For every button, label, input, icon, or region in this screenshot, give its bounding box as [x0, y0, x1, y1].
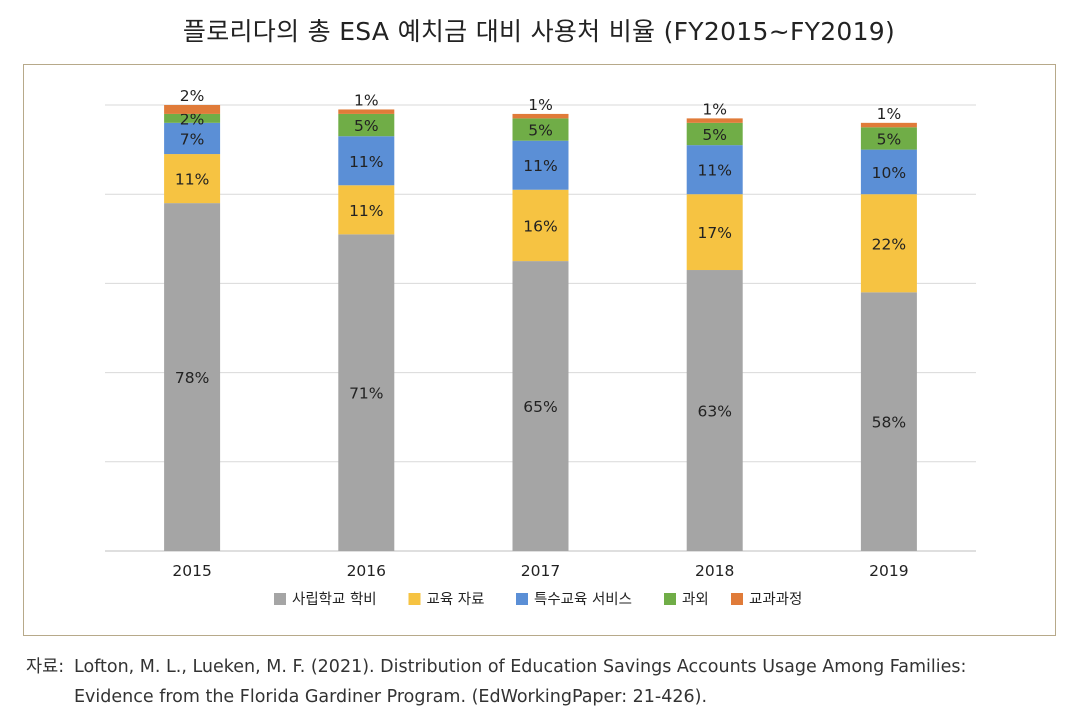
data-label: 16% [523, 217, 557, 235]
data-label: 7% [180, 130, 205, 148]
data-label: 63% [697, 403, 731, 421]
data-label: 65% [523, 398, 557, 416]
bar-segment [338, 185, 395, 235]
bar-segment [164, 105, 221, 114]
bar-segment [860, 292, 917, 551]
x-tick-label: 2016 [347, 562, 386, 580]
x-tick-label: 2018 [695, 562, 734, 580]
data-label: 5% [877, 130, 902, 148]
data-label: 71% [349, 385, 383, 403]
x-tick-label: 2017 [521, 562, 560, 580]
bar-segment [338, 109, 395, 114]
data-label: 1% [702, 100, 727, 118]
bar-segment [686, 194, 743, 271]
data-label: 1% [528, 96, 553, 114]
data-label: 2% [180, 110, 205, 128]
bar-segment [512, 140, 569, 190]
bar-segment [164, 122, 221, 155]
bar-segment [860, 194, 917, 293]
chart-title: 플로리다의 총 ESA 예치금 대비 사용처 비율 (FY2015~FY2019… [182, 17, 896, 46]
data-label: 17% [697, 224, 731, 242]
data-label: 1% [877, 105, 902, 123]
bar-segment [338, 113, 395, 137]
bar-segment [686, 122, 743, 146]
data-label: 11% [349, 153, 383, 171]
legend-swatch [664, 593, 676, 605]
stacked-bar-chart: 78% 11% 7% 2% 2% 2015 71% 11% 11% 5% 1% 2016 65% 16% 1… [105, 87, 976, 608]
data-label: 2% [180, 87, 205, 105]
data-label: 5% [702, 126, 727, 144]
data-label: 11% [697, 162, 731, 180]
bar-segment [338, 234, 395, 551]
data-label: 11% [349, 202, 383, 220]
legend-label: 특수교육 서비스 [534, 591, 632, 608]
data-label: 5% [354, 117, 379, 135]
bar-segment [512, 118, 569, 141]
source-label: 자료: [26, 657, 65, 677]
source-text-line1: Lofton, M. L., Lueken, M. F. (2021). Dis… [74, 657, 967, 677]
data-label: 5% [528, 122, 553, 140]
source-text-line2: Evidence from the Florida Gardiner Progr… [74, 687, 708, 707]
legend-label: 과외 [682, 591, 709, 608]
bar-segment [338, 136, 395, 186]
data-label: 58% [872, 414, 906, 432]
data-label: 78% [175, 369, 209, 387]
bar-segment [512, 189, 569, 262]
bar-segment [512, 113, 569, 119]
data-label: 11% [523, 157, 557, 175]
bar-segment [686, 145, 743, 195]
legend-swatch [731, 593, 743, 605]
bar-segment [686, 270, 743, 551]
legend-swatch [516, 593, 528, 605]
bar-segment [164, 154, 221, 204]
bar-segment [686, 118, 743, 123]
chart-frame: 78% 11% 7% 2% 2% 2015 71% 11% 11% 5% 1% 2016 65% 16% 1… [23, 64, 1056, 636]
data-label: 10% [872, 164, 906, 182]
legend-label: 사립학교 학비 [292, 591, 377, 608]
data-label: 22% [872, 235, 906, 253]
data-label: 1% [354, 91, 379, 109]
bar-segment [860, 149, 917, 195]
legend-swatch [408, 593, 421, 605]
x-tick-label: 2015 [172, 562, 211, 580]
legend-swatch [274, 593, 286, 605]
legend-label: 교과과정 [749, 591, 802, 608]
x-tick-label: 2019 [869, 562, 908, 580]
data-label: 11% [175, 171, 209, 189]
legend-label: 교육 자료 [427, 591, 485, 608]
bar-segment [512, 261, 569, 551]
bar-segment [860, 127, 917, 150]
bar-segment [164, 113, 221, 123]
bar-segment [164, 203, 221, 551]
bar-segment [860, 122, 917, 128]
